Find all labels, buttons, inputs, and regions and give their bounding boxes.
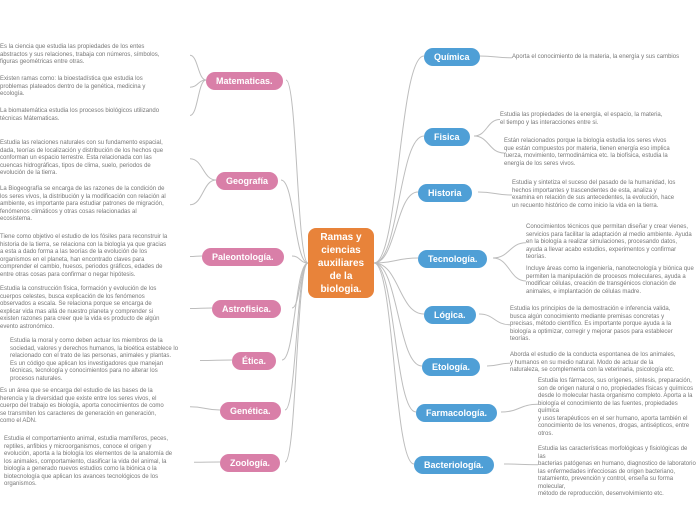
tecnologia-desc-1: Incluye áreas como la ingeniería, nanote… [526, 266, 694, 296]
logica-node[interactable]: Lógica. [424, 306, 476, 324]
bacteriologia-node[interactable]: Bacteriología. [414, 456, 494, 474]
matematicas-desc-0: Es la ciencia que estudia las propiedade… [0, 44, 159, 67]
genetica-node[interactable]: Genética. [220, 402, 281, 420]
matematicas-desc-2: La biomatemática estudia los procesos bi… [0, 108, 159, 123]
zoologia-node[interactable]: Zoología. [220, 454, 280, 472]
matematicas-node[interactable]: Matematicas. [206, 72, 283, 90]
historia-desc-0: Estudia y sintetiza el suceso del pasado… [512, 180, 675, 210]
astrofisica-node[interactable]: Astrofisica. [212, 300, 281, 318]
bacteriologia-desc-0: Estudia las características morfológicas… [538, 446, 696, 499]
fisica-node[interactable]: Fisica [424, 128, 470, 146]
farmacologia-desc-0: Estudia los fármacos, sus orígenes, sínt… [538, 378, 696, 438]
fisica-desc-0: Estudia las propiedades de la energía, e… [500, 112, 662, 127]
paleontologia-node[interactable]: Paleontología. [202, 248, 284, 266]
quimica-node[interactable]: Química [424, 48, 480, 66]
matematicas-desc-1: Existen ramas como: la bioestadística qu… [0, 76, 145, 99]
center-topic[interactable]: Ramas ycienciasauxiliaresde labiologia. [308, 228, 374, 298]
astrofisica-desc-0: Estudia la construcción física, formació… [0, 286, 159, 331]
quimica-desc-0: Aporta el conocimiento de la materia, la… [512, 54, 679, 62]
zoologia-desc-0: Estudia el comportamiento animal, estudi… [4, 436, 172, 489]
genetica-desc-0: Es un área que se encarga del estudio de… [0, 388, 164, 426]
etologia-desc-0: Aborda el estudio de la conducta esponta… [510, 352, 675, 375]
tecnologia-desc-0: Conocimientos técnicos que permitan dise… [526, 224, 692, 262]
etica-desc-0: Estudia la moral y como deben actuar los… [10, 338, 178, 383]
geografia-node[interactable]: Geografía [216, 172, 278, 190]
farmacologia-node[interactable]: Farmacología. [416, 404, 497, 422]
fisica-desc-1: Están relacionados porque la biología es… [504, 138, 670, 168]
tecnologia-node[interactable]: Tecnología. [418, 250, 487, 268]
geografia-desc-0: Estudia las relaciones naturales con su … [0, 140, 163, 178]
etologia-node[interactable]: Etología. [422, 358, 480, 376]
geografia-desc-1: La Biogeografía se encarga de las razone… [0, 186, 166, 224]
etica-node[interactable]: Ética. [232, 352, 276, 370]
paleontologia-desc-0: Tiene como objetivo el estudio de los fó… [0, 234, 167, 279]
logica-desc-0: Estudia los principios de la demostració… [510, 306, 673, 344]
historia-node[interactable]: Historia [418, 184, 472, 202]
